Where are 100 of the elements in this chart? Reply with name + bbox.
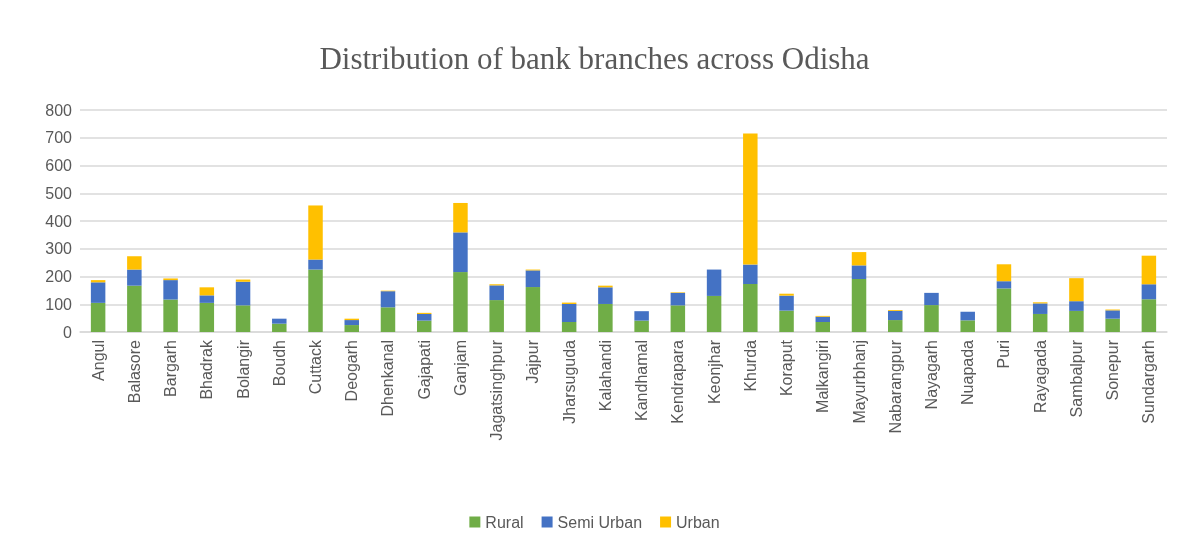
x-tick-label: Jagatsinghpur	[488, 339, 506, 441]
x-tick-label: Keonjhar	[705, 339, 723, 405]
bar	[308, 259, 323, 270]
bar	[235, 281, 251, 306]
bar	[272, 318, 287, 324]
bar	[851, 279, 867, 332]
bar	[561, 322, 577, 332]
x-tick-label: Bhadrak	[198, 339, 216, 400]
y-tick-label: 0	[63, 323, 73, 341]
bar	[670, 305, 686, 332]
bar	[996, 264, 1012, 282]
bar	[489, 300, 504, 332]
legend-label: Semi Urban	[557, 513, 643, 531]
bar	[706, 295, 722, 332]
legend-label: Urban	[676, 513, 720, 531]
bar	[1069, 310, 1084, 332]
bar	[1032, 313, 1048, 332]
bar	[924, 292, 939, 306]
bar	[598, 287, 613, 304]
x-tick-label: Koraput	[778, 339, 796, 397]
x-tick-label: Nayagarh	[922, 340, 940, 410]
bar	[1069, 278, 1084, 302]
x-tick-label: Angul	[89, 340, 107, 381]
bar	[525, 270, 541, 288]
bar	[163, 280, 178, 300]
bar	[634, 320, 649, 332]
x-tick-label: Khurda	[741, 339, 759, 392]
x-tick-label: Mayurbhanj	[850, 340, 868, 424]
x-tick-label: Puri	[995, 340, 1013, 369]
bar	[453, 232, 468, 273]
bar	[670, 292, 686, 306]
bar	[272, 323, 287, 332]
x-tick-label: Sonepur	[1104, 339, 1122, 401]
bar	[380, 291, 396, 308]
x-tick-label: Jharsuguda	[560, 339, 578, 424]
bar	[815, 316, 831, 323]
x-tick-label: Kalahandi	[596, 340, 614, 412]
bar	[706, 269, 722, 296]
x-tick-label: Bolangir	[234, 339, 252, 399]
bar	[199, 295, 215, 303]
x-tick-label: Gajapati	[415, 340, 433, 400]
bar	[1105, 318, 1120, 332]
bar	[199, 287, 215, 296]
x-tick-label: Boudh	[270, 340, 288, 387]
y-tick-label: 300	[45, 240, 73, 258]
bar	[235, 305, 251, 332]
x-tick-label: Rayagada	[1031, 339, 1049, 413]
bar	[416, 320, 432, 332]
bar	[960, 311, 975, 321]
x-tick-label: Sundargarh	[1140, 340, 1158, 424]
bar	[996, 288, 1012, 332]
bar	[888, 320, 903, 332]
bar	[743, 133, 758, 265]
bar	[525, 287, 541, 332]
bar	[634, 311, 649, 321]
y-tick-label: 100	[45, 295, 73, 313]
x-tick-label: Deogarh	[343, 340, 361, 402]
bar	[90, 282, 106, 303]
legend-label: Rural	[485, 513, 524, 531]
bar	[996, 281, 1012, 289]
bar	[1105, 310, 1120, 319]
bar	[851, 252, 867, 266]
bar	[1141, 255, 1157, 285]
bar	[127, 269, 142, 286]
x-tick-label: Bargarh	[162, 340, 180, 397]
bar	[561, 303, 577, 323]
bar	[1141, 284, 1157, 300]
bar	[1069, 301, 1084, 311]
bar	[924, 305, 939, 332]
bar	[960, 320, 975, 332]
bar	[199, 302, 215, 332]
y-tick-label: 500	[45, 184, 73, 202]
bar	[489, 285, 504, 301]
bar	[308, 205, 323, 260]
bar	[1141, 299, 1157, 332]
x-tick-label: Nabarangpur	[886, 339, 904, 434]
y-tick-label: 200	[45, 268, 73, 285]
bar	[127, 256, 142, 270]
bar	[598, 303, 613, 332]
bar	[779, 295, 794, 311]
bar	[344, 325, 359, 332]
bar	[888, 310, 903, 321]
x-tick-label: Kendrapara	[669, 339, 687, 424]
bar	[743, 264, 758, 284]
bar	[380, 307, 396, 332]
x-tick-label: Balasore	[125, 339, 143, 404]
x-tick-label: Sambalpur	[1067, 339, 1085, 418]
bar	[851, 265, 867, 279]
x-tick-label: Cuttack	[307, 339, 325, 395]
x-tick-label: Kandhamal	[633, 340, 651, 421]
y-tick-label: 600	[45, 157, 73, 174]
bar	[308, 269, 323, 332]
bar	[453, 202, 468, 233]
x-tick-label: Dhenkanal	[379, 340, 397, 417]
x-tick-label: Jajpur	[524, 339, 542, 384]
bar	[344, 320, 359, 326]
bar	[163, 299, 178, 332]
x-tick-label: Ganjam	[451, 340, 469, 397]
x-tick-label: Nuapada	[959, 339, 977, 405]
bar	[815, 322, 831, 332]
